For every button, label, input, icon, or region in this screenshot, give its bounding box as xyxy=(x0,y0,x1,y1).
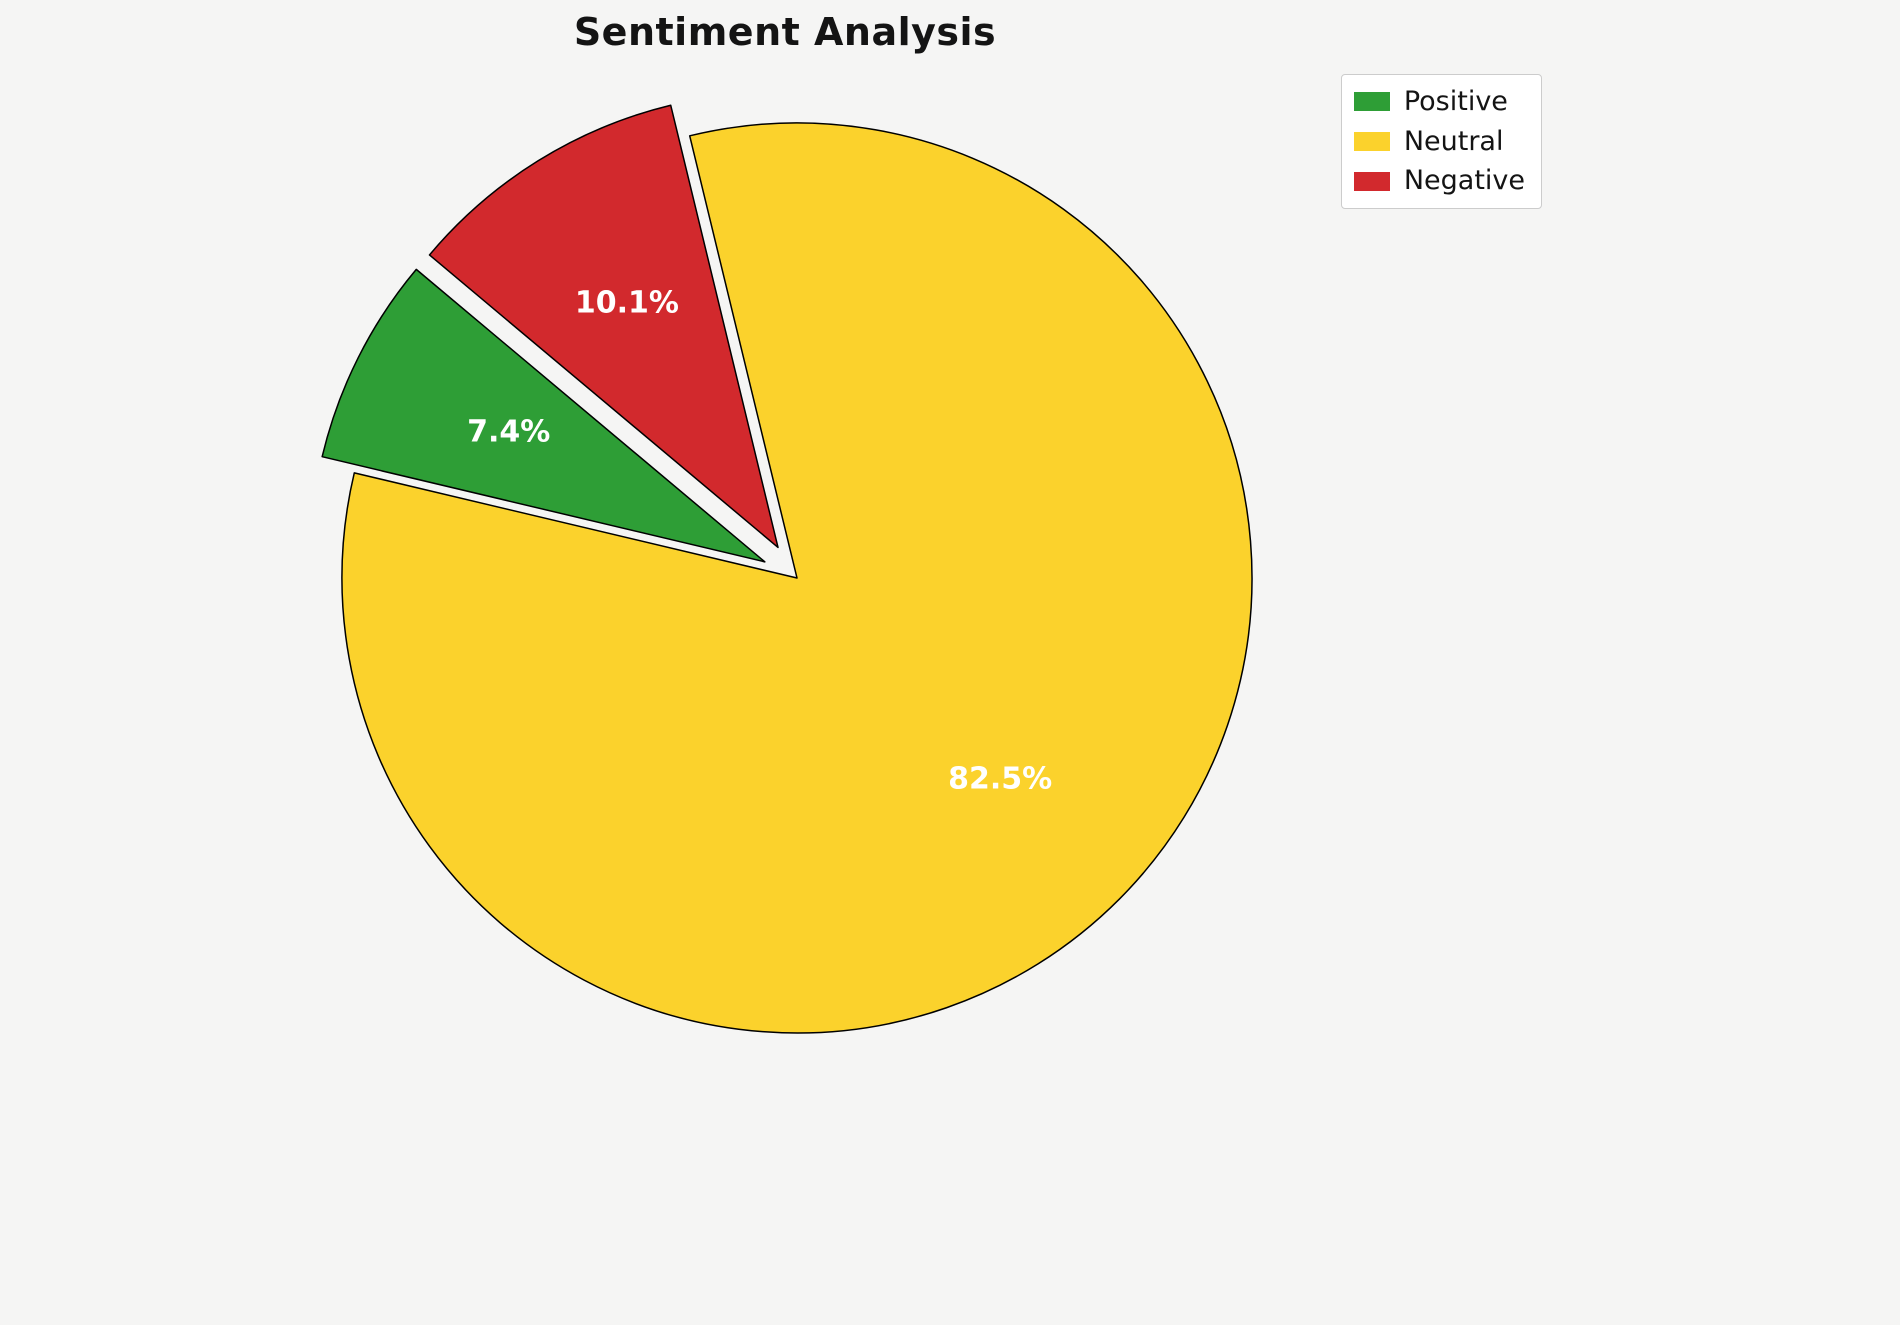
legend: Positive Neutral Negative xyxy=(1340,74,1542,210)
pie-slice-neutral xyxy=(341,122,1253,1034)
legend-label-negative: Negative xyxy=(1403,165,1525,197)
legend-swatch-neutral xyxy=(1353,132,1390,152)
pie-slice-label-negative: 10.1% xyxy=(575,285,679,320)
pie-slice-positive xyxy=(321,268,766,563)
legend-item-neutral: Neutral xyxy=(1353,125,1525,157)
legend-item-positive: Positive xyxy=(1353,86,1525,117)
legend-swatch-negative xyxy=(1353,171,1390,191)
pie-slice-negative xyxy=(428,104,779,549)
legend-swatch-positive xyxy=(1353,92,1390,112)
pie-slice-label-positive: 7.4% xyxy=(467,415,550,450)
legend-item-negative: Negative xyxy=(1353,165,1525,197)
pie-slice-label-neutral: 82.5% xyxy=(948,762,1052,797)
legend-label-neutral: Neutral xyxy=(1403,125,1504,157)
chart-title: Sentiment Analysis xyxy=(573,10,997,54)
legend-label-positive: Positive xyxy=(1403,86,1508,117)
